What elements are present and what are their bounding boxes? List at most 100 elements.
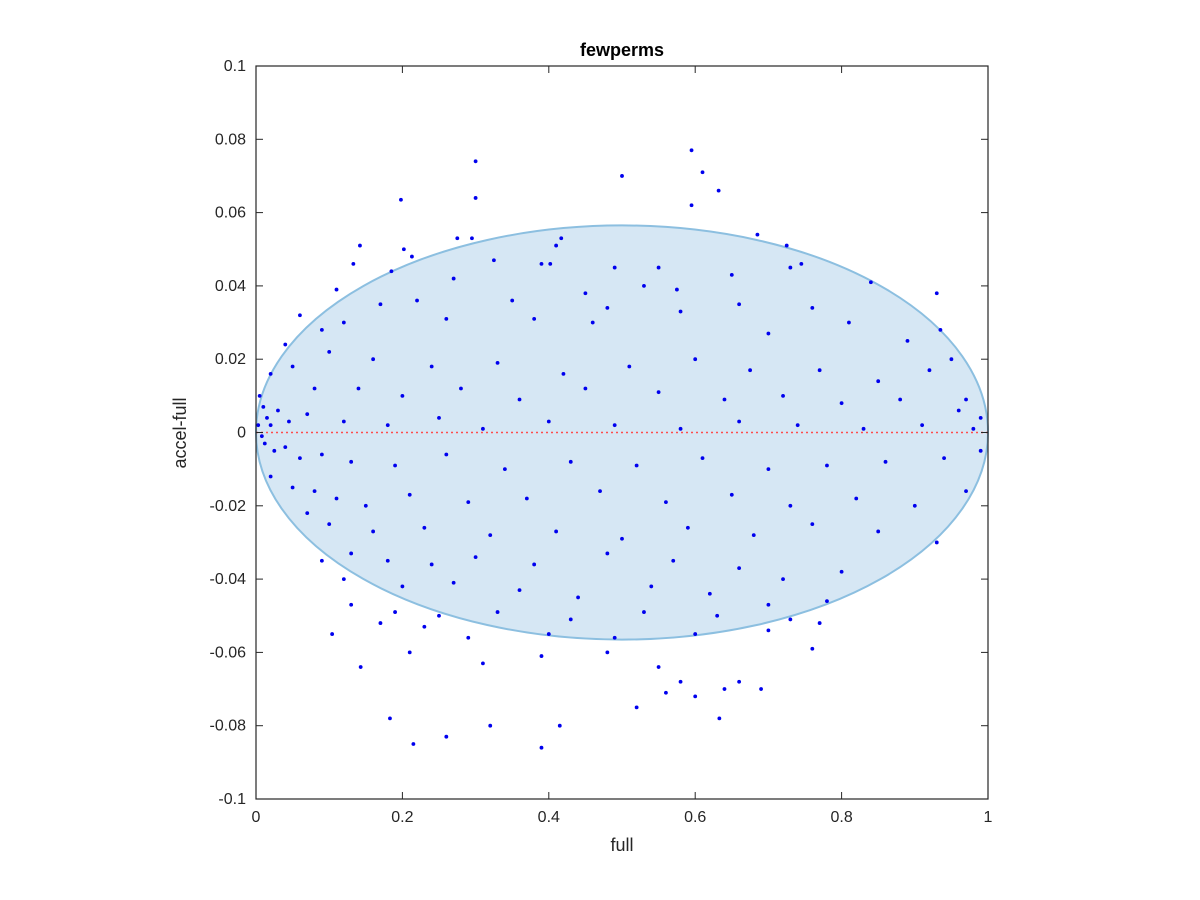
- data-point: [495, 610, 500, 614]
- data-point: [349, 551, 354, 556]
- data-point: [393, 463, 397, 468]
- data-point: [290, 364, 295, 369]
- data-point: [259, 434, 264, 439]
- data-point: [598, 489, 602, 494]
- data-point: [876, 379, 881, 384]
- data-point: [700, 456, 705, 461]
- data-point: [473, 555, 478, 560]
- data-point: [612, 265, 617, 270]
- data-point: [737, 679, 742, 684]
- data-point: [492, 258, 496, 263]
- data-point: [481, 426, 485, 431]
- data-point: [700, 170, 705, 175]
- data-point: [737, 302, 742, 307]
- data-point: [847, 320, 851, 325]
- data-point: [330, 632, 335, 636]
- data-point: [466, 635, 471, 640]
- points-layer: [256, 148, 983, 750]
- data-point: [912, 503, 917, 508]
- data-point: [334, 287, 339, 292]
- data-point: [539, 654, 544, 658]
- data-point: [546, 419, 551, 424]
- data-point: [905, 338, 910, 343]
- data-point: [481, 661, 485, 666]
- data-point: [784, 243, 789, 248]
- data-point: [557, 723, 562, 728]
- data-point: [898, 397, 903, 402]
- data-point: [371, 529, 376, 534]
- data-point: [737, 419, 742, 424]
- data-point: [664, 500, 668, 505]
- data-point: [934, 540, 939, 545]
- data-point: [568, 459, 573, 464]
- data-point: [810, 522, 815, 527]
- data-point: [620, 174, 624, 178]
- data-point: [319, 558, 324, 563]
- data-point: [868, 280, 873, 285]
- data-point: [689, 203, 694, 208]
- data-point: [298, 456, 302, 461]
- data-point: [634, 463, 639, 468]
- data-point: [810, 646, 815, 651]
- data-point: [949, 357, 954, 362]
- x-axis-label: full: [610, 835, 633, 855]
- data-point: [371, 357, 376, 362]
- data-point: [920, 423, 925, 428]
- data-point: [861, 426, 866, 431]
- data-point: [766, 467, 771, 472]
- data-point: [532, 316, 537, 321]
- data-point: [642, 284, 646, 288]
- data-point: [576, 595, 580, 600]
- data-point: [341, 320, 346, 325]
- data-point: [964, 489, 968, 494]
- data-point: [612, 423, 617, 428]
- data-point: [290, 485, 295, 490]
- data-point: [517, 588, 522, 592]
- data-point: [466, 500, 471, 505]
- data-point: [649, 584, 654, 589]
- data-point: [817, 621, 822, 625]
- data-point: [788, 265, 793, 270]
- data-point: [554, 243, 559, 248]
- data-point: [389, 269, 394, 274]
- data-point: [685, 525, 690, 530]
- x-axis-ticks: 0 0.2 0.4 0.6 0.8 1: [252, 66, 993, 826]
- y-tick-label: 0.08: [215, 131, 246, 148]
- data-point: [716, 188, 721, 193]
- data-point: [583, 386, 588, 391]
- data-point: [268, 371, 273, 376]
- data-point: [548, 262, 553, 266]
- data-point: [393, 610, 397, 614]
- data-point: [612, 635, 617, 640]
- data-point: [488, 533, 493, 538]
- data-point: [473, 159, 478, 164]
- data-point: [788, 503, 793, 508]
- data-point: [455, 236, 460, 241]
- data-point: [539, 745, 544, 750]
- data-point: [717, 716, 722, 721]
- data-point: [399, 197, 403, 202]
- data-point: [532, 562, 537, 567]
- data-point: [839, 401, 844, 406]
- data-point: [444, 316, 449, 321]
- data-point: [268, 423, 273, 428]
- data-point: [748, 368, 752, 373]
- data-point: [729, 492, 734, 497]
- data-point: [287, 419, 291, 424]
- data-point: [351, 262, 356, 266]
- data-point: [766, 628, 771, 633]
- data-point: [444, 734, 449, 739]
- data-point: [283, 445, 288, 450]
- data-point: [978, 448, 983, 453]
- data-point: [451, 276, 456, 281]
- data-point: [656, 390, 661, 395]
- data-point: [400, 584, 405, 589]
- data-point: [956, 408, 961, 413]
- data-point: [751, 533, 756, 538]
- data-point: [349, 602, 354, 607]
- data-point: [378, 621, 383, 625]
- data-point: [627, 364, 632, 369]
- data-point: [400, 393, 405, 398]
- data-point: [781, 577, 785, 581]
